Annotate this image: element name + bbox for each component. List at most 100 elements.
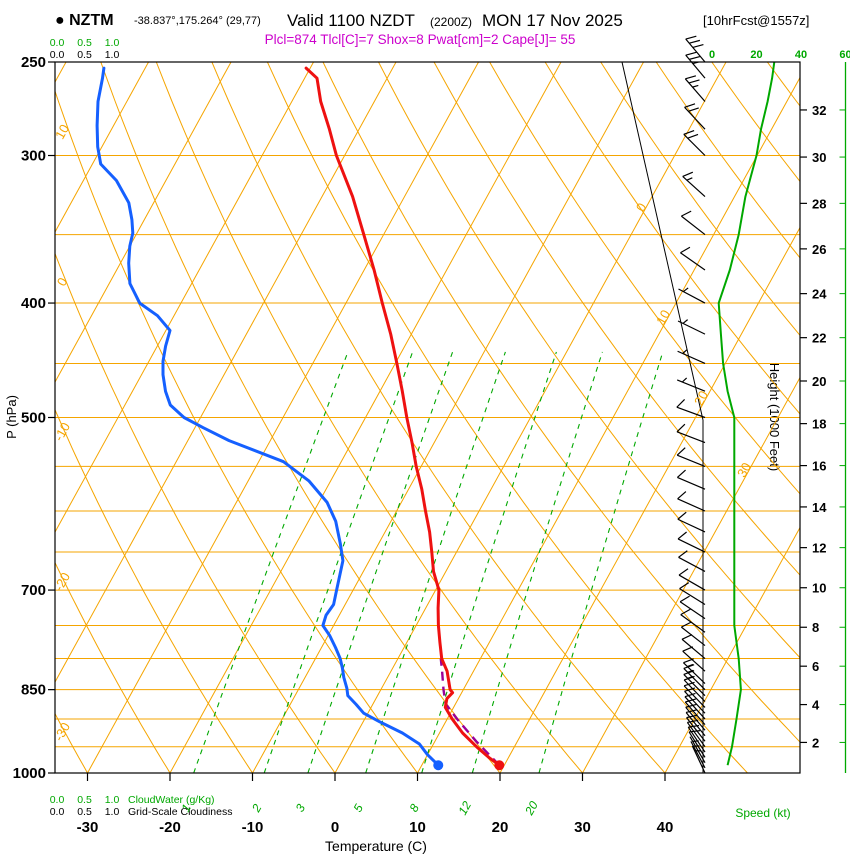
svg-text:1.0: 1.0 — [105, 49, 120, 61]
svg-text:8: 8 — [406, 801, 422, 814]
wind-barb — [677, 491, 706, 512]
svg-text:1.0: 1.0 — [105, 806, 120, 818]
svg-text:-10: -10 — [242, 819, 264, 836]
wind-barb — [678, 568, 706, 591]
svg-text:10: 10 — [812, 581, 826, 596]
svg-text:250: 250 — [21, 54, 46, 71]
wind-barb — [680, 621, 706, 647]
temperature-axis-title: Temperature (C) — [325, 838, 427, 854]
svg-text:5: 5 — [350, 801, 366, 814]
temperature-trace — [304, 66, 501, 767]
wind-barb — [681, 634, 706, 660]
svg-text:400: 400 — [21, 295, 46, 312]
cloudiness-scale-title: Grid-Scale Cloudiness — [128, 806, 232, 818]
svg-text:26: 26 — [812, 242, 826, 257]
wind-barb — [677, 531, 706, 553]
svg-text:-30: -30 — [77, 819, 99, 836]
wind-barb — [680, 210, 706, 236]
wind-barb — [684, 75, 706, 102]
svg-text:0.5: 0.5 — [77, 37, 92, 49]
valid-time-utc: (2200Z) — [430, 15, 472, 29]
wind-barb — [685, 703, 706, 731]
station-coords: -38.837°,175.264° (29,77) — [134, 15, 261, 27]
svg-text:0: 0 — [331, 819, 339, 836]
svg-text:0: 0 — [54, 275, 71, 289]
svg-text:28: 28 — [812, 196, 826, 211]
svg-text:700: 700 — [21, 582, 46, 599]
svg-text:1.0: 1.0 — [105, 37, 120, 49]
speed-axis-title: Speed (kt) — [735, 806, 790, 820]
wind-barb — [684, 692, 706, 720]
wind-barb — [678, 550, 706, 572]
svg-text:30: 30 — [734, 460, 754, 480]
wind-barb — [677, 511, 706, 533]
svg-text:20: 20 — [691, 388, 711, 408]
svg-text:0.0: 0.0 — [50, 49, 65, 61]
cloudwater-scale-title: CloudWater (g/Kg) — [128, 794, 215, 806]
svg-text:-20: -20 — [159, 819, 181, 836]
svg-text:0.5: 0.5 — [77, 49, 92, 61]
svg-text:12: 12 — [812, 541, 826, 556]
wind-barb — [678, 287, 706, 304]
wind-barb — [676, 399, 706, 419]
wind-barbs — [676, 35, 706, 774]
wind-barb — [680, 246, 706, 271]
svg-text:0: 0 — [633, 200, 650, 214]
station-id: ● NZTM — [55, 12, 114, 29]
wind-barb — [676, 423, 706, 444]
pressure-axis-title: P (hPa) — [4, 395, 19, 439]
svg-text:2: 2 — [248, 801, 264, 815]
svg-text:0.5: 0.5 — [77, 794, 92, 806]
pressure-axis: 250 300 400 500 700 850 1000 — [13, 54, 55, 782]
speed-axis: 0 20 40 60 — [709, 49, 850, 773]
svg-text:300: 300 — [21, 148, 46, 165]
svg-text:20: 20 — [492, 819, 509, 836]
wind-barb — [683, 129, 706, 156]
svg-text:10: 10 — [409, 819, 426, 836]
wind-barb — [682, 171, 706, 198]
svg-text:0.0: 0.0 — [50, 806, 65, 818]
temperature-axis: -30 -20 -10 0 10 20 30 40 — [77, 773, 674, 836]
svg-text:20: 20 — [522, 799, 541, 819]
svg-text:20: 20 — [750, 49, 762, 61]
wind-barb — [677, 349, 706, 365]
wind-barb — [676, 469, 706, 490]
wind-barb — [686, 714, 706, 742]
svg-text:0: 0 — [709, 49, 715, 61]
wind-barb — [676, 447, 706, 467]
forecast-hour: [10hrFcst@1557z] — [703, 13, 809, 28]
svg-text:18: 18 — [812, 417, 826, 432]
svg-text:-10: -10 — [51, 420, 73, 444]
svg-text:60: 60 — [839, 49, 850, 61]
speed-trace — [717, 61, 776, 766]
wind-barb — [680, 608, 706, 633]
wind-barb — [676, 377, 706, 392]
svg-text:-30: -30 — [51, 720, 73, 744]
svg-text:40: 40 — [657, 819, 674, 836]
svg-text:8: 8 — [812, 620, 819, 635]
wind-barb — [684, 687, 706, 714]
svg-text:1.0: 1.0 — [105, 794, 120, 806]
svg-text:10: 10 — [653, 307, 673, 327]
svg-text:4: 4 — [812, 698, 820, 713]
plot-boundary — [621, 61, 704, 773]
svg-text:30: 30 — [812, 150, 826, 165]
wind-barb — [677, 319, 706, 335]
wind-barb — [679, 595, 706, 620]
svg-text:12: 12 — [455, 799, 474, 818]
svg-text:0.0: 0.0 — [50, 794, 65, 806]
svg-text:3: 3 — [293, 801, 309, 814]
wind-barb — [684, 698, 706, 726]
surface-dewpoint-dot — [433, 760, 444, 771]
svg-text:30: 30 — [574, 819, 591, 836]
svg-text:0.5: 0.5 — [77, 806, 92, 818]
svg-text:1000: 1000 — [13, 765, 46, 782]
wind-barb — [685, 709, 706, 737]
wind-barb — [685, 51, 706, 79]
dewpoint-trace — [95, 66, 440, 767]
valid-time: Valid 1100 NZDT — [287, 11, 415, 30]
svg-text:40: 40 — [795, 49, 807, 61]
